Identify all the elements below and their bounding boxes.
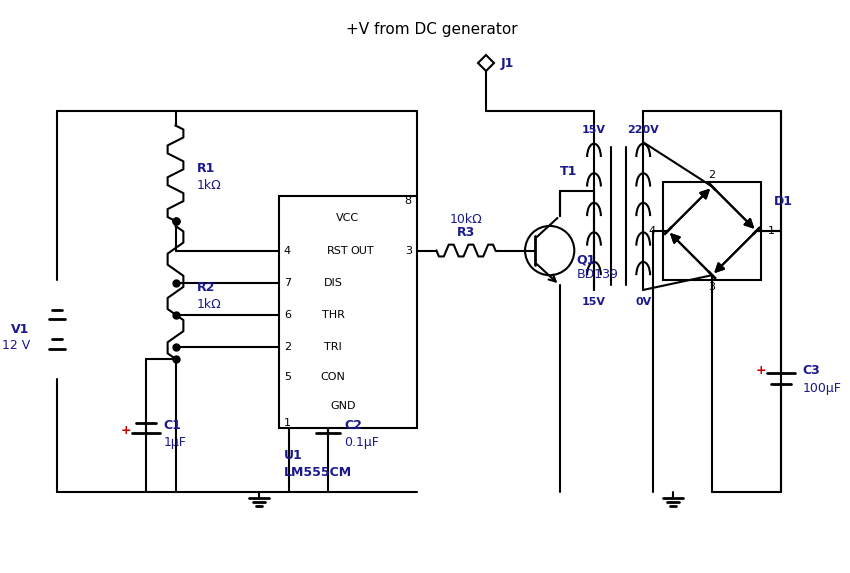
Text: 15V: 15V bbox=[582, 125, 606, 135]
Text: 8: 8 bbox=[405, 197, 411, 206]
Text: C3: C3 bbox=[802, 364, 820, 377]
Text: 0.1μF: 0.1μF bbox=[344, 436, 379, 449]
Text: 4: 4 bbox=[284, 246, 291, 256]
Text: +: + bbox=[121, 424, 132, 437]
Text: 4: 4 bbox=[649, 226, 656, 236]
Text: D1: D1 bbox=[774, 195, 793, 208]
Text: T1: T1 bbox=[559, 165, 577, 178]
Text: RST: RST bbox=[327, 246, 348, 256]
Text: 7: 7 bbox=[284, 278, 291, 288]
Text: 12 V: 12 V bbox=[2, 339, 30, 352]
Text: +V from DC generator: +V from DC generator bbox=[346, 22, 518, 37]
Text: CON: CON bbox=[320, 372, 345, 382]
Text: C1: C1 bbox=[164, 419, 182, 433]
Text: 6: 6 bbox=[284, 309, 291, 320]
Text: 100μF: 100μF bbox=[802, 382, 842, 395]
Text: BD139: BD139 bbox=[576, 268, 618, 281]
Text: +: + bbox=[756, 364, 767, 377]
Text: 3: 3 bbox=[405, 246, 411, 256]
Text: TRI: TRI bbox=[324, 342, 342, 352]
Text: 10kΩ: 10kΩ bbox=[450, 213, 482, 226]
Text: LM555CM: LM555CM bbox=[284, 466, 352, 478]
Text: J1: J1 bbox=[501, 57, 513, 70]
Text: VCC: VCC bbox=[337, 213, 360, 223]
Text: 15V: 15V bbox=[582, 297, 606, 307]
Text: Q1: Q1 bbox=[576, 254, 596, 267]
Text: 1μF: 1μF bbox=[164, 436, 186, 449]
Text: DIS: DIS bbox=[324, 278, 343, 288]
Text: 220V: 220V bbox=[627, 125, 659, 135]
Text: THR: THR bbox=[321, 309, 344, 320]
Text: 1kΩ: 1kΩ bbox=[197, 179, 222, 191]
Text: GND: GND bbox=[330, 401, 355, 411]
Text: OUT: OUT bbox=[351, 246, 374, 256]
Text: 2: 2 bbox=[284, 342, 291, 352]
Bar bbox=[663, 182, 762, 280]
Text: R1: R1 bbox=[197, 162, 216, 175]
Text: R2: R2 bbox=[197, 281, 216, 294]
Bar bbox=[279, 197, 416, 428]
Text: V1: V1 bbox=[11, 323, 30, 336]
Text: 5: 5 bbox=[284, 372, 291, 382]
Text: U1: U1 bbox=[284, 449, 303, 462]
Text: 1: 1 bbox=[284, 418, 291, 428]
Text: 2: 2 bbox=[709, 170, 716, 180]
Text: 0V: 0V bbox=[635, 297, 651, 307]
Text: 1: 1 bbox=[768, 226, 775, 236]
Text: R3: R3 bbox=[456, 226, 475, 240]
Text: C2: C2 bbox=[344, 419, 362, 433]
Text: 1kΩ: 1kΩ bbox=[197, 298, 222, 311]
Text: 3: 3 bbox=[709, 282, 716, 292]
